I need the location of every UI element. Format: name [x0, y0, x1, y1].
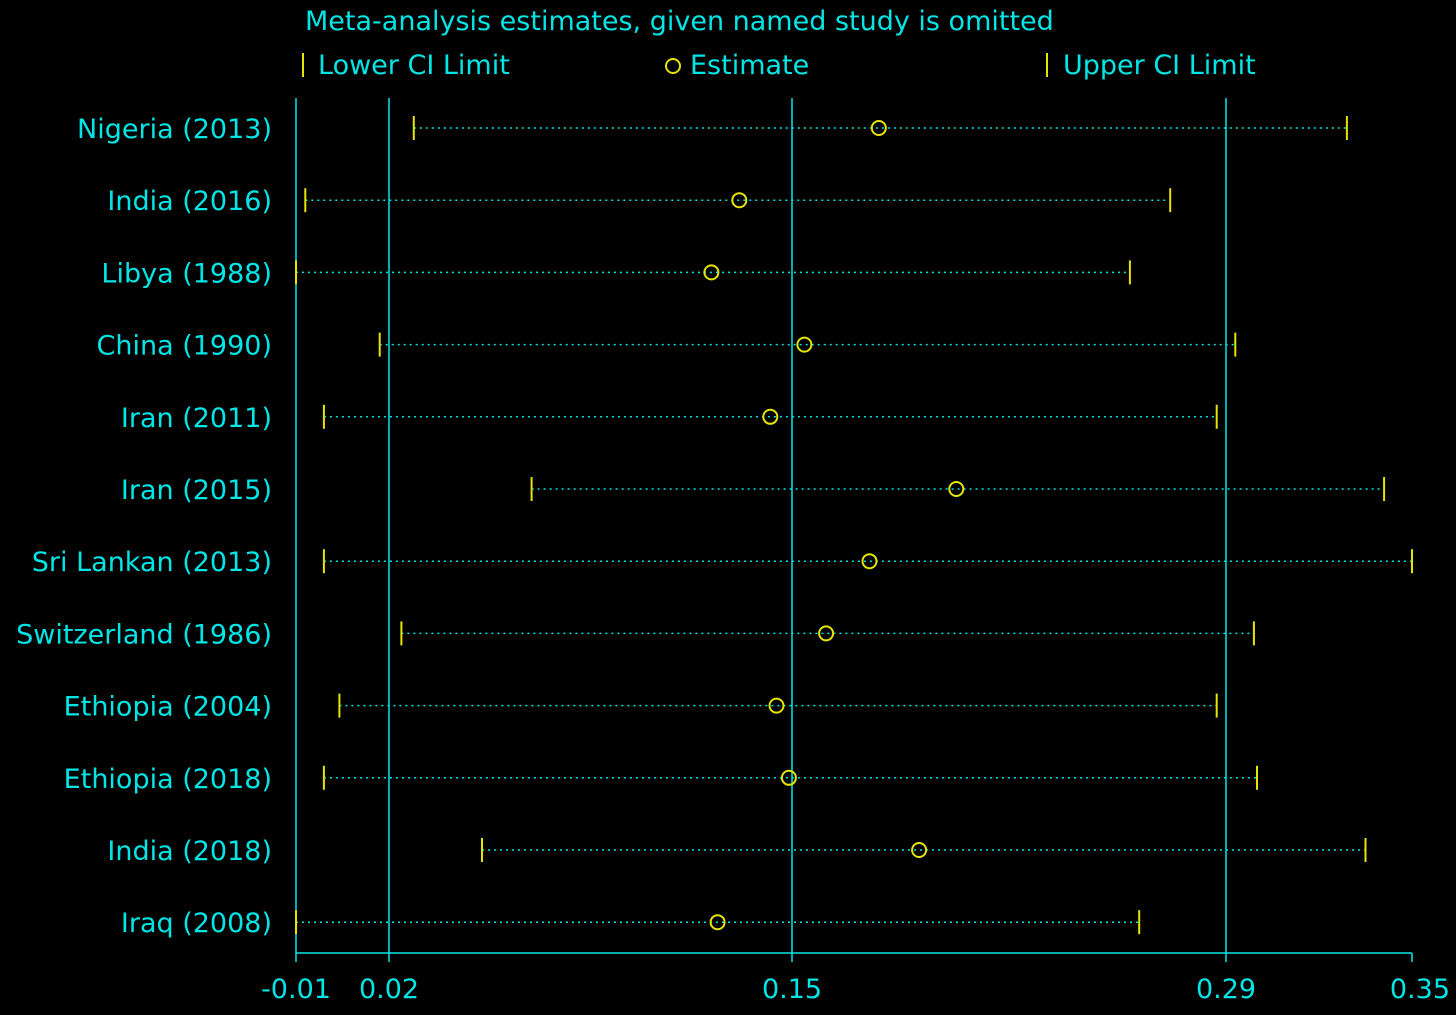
study-row: India (2018): [107, 836, 1367, 867]
chart-title: Meta-analysis estimates, given named stu…: [305, 6, 1054, 37]
reference-lines: [295, 98, 1227, 953]
study-label: Iran (2011): [121, 403, 272, 434]
x-axis: -0.01 0.02 0.15 0.29 0.35: [261, 952, 1450, 1005]
x-tick-label: 0.29: [1196, 974, 1256, 1005]
study-row: Nigeria (2013): [77, 114, 1348, 145]
estimate-marker: [796, 336, 813, 353]
study-row: India (2016): [107, 186, 1172, 217]
x-tick-label: 0.35: [1390, 974, 1450, 1005]
study-row: Sri Lankan (2013): [32, 547, 1413, 578]
study-row: Ethiopia (2004): [64, 692, 1218, 723]
estimate-marker: [709, 914, 726, 931]
study-label: India (2018): [107, 836, 272, 867]
study-row: Iran (2011): [121, 403, 1218, 434]
x-tick-label: 0.02: [359, 974, 419, 1005]
study-label: Ethiopia (2004): [64, 692, 272, 723]
study-label: Libya (1988): [101, 258, 272, 289]
estimate-marker: [861, 553, 878, 570]
study-row: Ethiopia (2018): [64, 764, 1258, 795]
study-label: Iraq (2008): [121, 908, 272, 939]
estimate-marker: [731, 192, 748, 209]
study-row: Iraq (2008): [121, 908, 1141, 939]
estimate-marker: [762, 408, 779, 425]
estimate-marker: [703, 264, 720, 281]
legend-estimate-circle-icon: [665, 58, 681, 74]
study-row: China (1990): [97, 331, 1237, 362]
estimate-marker: [911, 842, 928, 858]
estimate-marker: [870, 120, 887, 136]
study-row: Switzerland (1986): [16, 619, 1255, 650]
estimate-marker: [780, 769, 797, 786]
estimate-marker: [768, 697, 785, 714]
study-label: Switzerland (1986): [16, 619, 272, 650]
estimate-marker: [948, 481, 965, 497]
study-label: Iran (2015): [121, 475, 272, 506]
study-label: Ethiopia (2018): [64, 764, 272, 795]
x-tick-label: -0.01: [261, 974, 331, 1005]
study-row: Iran (2015): [121, 475, 1386, 506]
study-row: Libya (1988): [101, 258, 1131, 289]
study-label: India (2016): [107, 186, 272, 217]
estimate-marker: [818, 625, 835, 642]
study-rows: Nigeria (2013) India (2016) Libya (1988) Ch…: [16, 114, 1413, 939]
study-label: Nigeria (2013): [77, 114, 272, 145]
legend-lower-label: Lower CI Limit: [318, 50, 510, 81]
legend-upper-label: Upper CI Limit: [1063, 50, 1256, 81]
legend-estimate-label: Estimate: [690, 50, 809, 81]
x-tick-label: 0.15: [762, 974, 822, 1005]
study-label: Sri Lankan (2013): [32, 547, 272, 578]
study-label: China (1990): [97, 331, 273, 362]
legend: Lower CI Limit Estimate Upper CI Limit: [302, 50, 1256, 81]
